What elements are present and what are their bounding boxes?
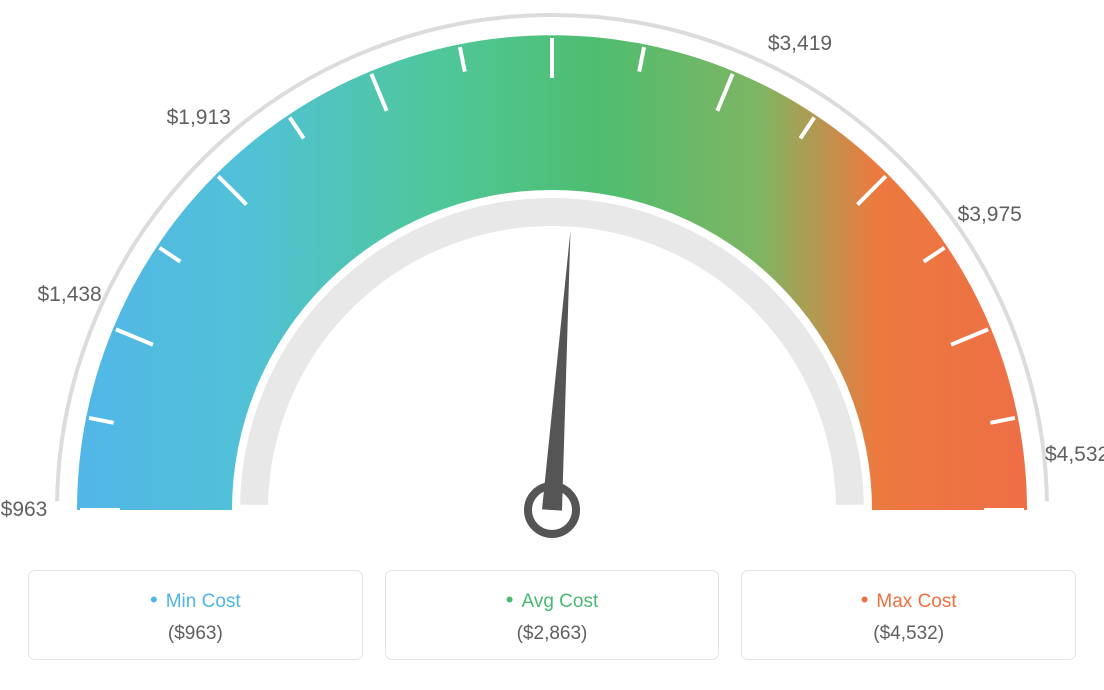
gauge-tick-label: $3,419 <box>768 32 832 56</box>
legend-card-max: Max Cost ($4,532) <box>741 570 1076 660</box>
gauge-tick-label: $4,532 <box>1045 443 1104 467</box>
legend-card-avg: Avg Cost ($2,863) <box>385 570 720 660</box>
gauge-tick-label: $3,975 <box>958 203 1022 227</box>
gauge-tick-label: $1,913 <box>167 106 231 130</box>
gauge-tick-label: $963 <box>1 498 48 522</box>
gauge-chart-container: $963$1,438$1,913$2,863$3,419$3,975$4,532… <box>0 0 1104 690</box>
gauge-svg <box>0 0 1104 560</box>
legend-max-value: ($4,532) <box>752 623 1065 645</box>
legend-min-title: Min Cost <box>39 587 352 613</box>
legend-max-title: Max Cost <box>752 587 1065 613</box>
legend-min-value: ($963) <box>39 623 352 645</box>
legend-row: Min Cost ($963) Avg Cost ($2,863) Max Co… <box>28 570 1076 660</box>
legend-avg-title: Avg Cost <box>396 587 709 613</box>
legend-card-min: Min Cost ($963) <box>28 570 363 660</box>
legend-avg-value: ($2,863) <box>396 623 709 645</box>
gauge-tick-label: $1,438 <box>38 283 102 307</box>
